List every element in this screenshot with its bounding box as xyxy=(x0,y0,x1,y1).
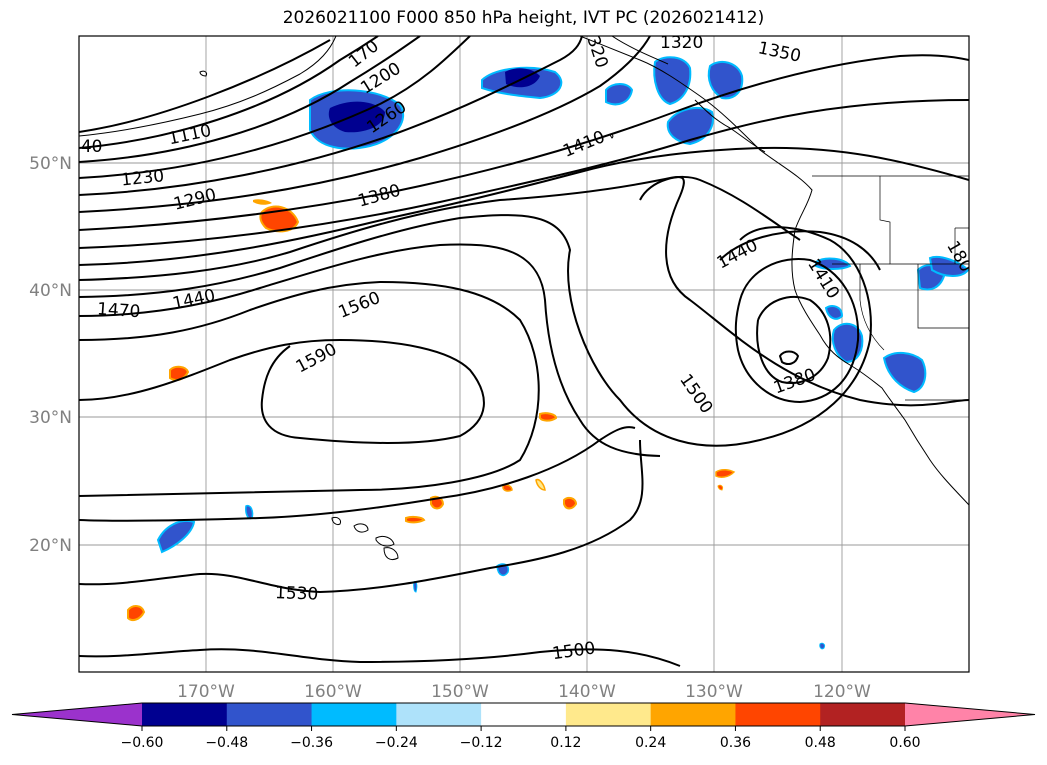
colorbar-segment xyxy=(565,703,652,726)
map-title: 2026021100 F000 850 hPa height, IVT PC (… xyxy=(282,8,765,28)
height-contours xyxy=(79,36,969,667)
longitude-labels: 170°W 160°W 150°W 140°W 130°W 120°W xyxy=(177,682,871,702)
contour-label: 1470 xyxy=(96,299,141,322)
colorbar-tick-label: −0.48 xyxy=(205,735,248,751)
colorbar-segment xyxy=(226,703,313,726)
colorbar-segment xyxy=(650,703,736,726)
colorbar-tick-label: 0.48 xyxy=(805,735,836,751)
lat-label: 20°N xyxy=(29,536,72,556)
map-frame xyxy=(78,35,970,673)
lon-label: 120°W xyxy=(813,682,871,702)
lat-label: 50°N xyxy=(29,154,72,174)
colorbar-tick-label: 0.24 xyxy=(635,735,666,751)
lon-label: 130°W xyxy=(685,682,743,702)
colorbar-segment xyxy=(311,703,397,726)
colorbar-tick-label: 0.60 xyxy=(889,735,920,751)
colorbar-tick-label: 0.12 xyxy=(550,735,581,751)
colorbar-tick-label: 0.36 xyxy=(720,735,751,751)
contour-label: 1320 xyxy=(660,33,703,53)
colorbar-extend-low xyxy=(12,703,142,726)
lon-label: 160°W xyxy=(304,682,362,702)
lon-label: 170°W xyxy=(177,682,235,702)
colorbar-tick-label: −0.36 xyxy=(290,735,333,751)
colorbar-segment xyxy=(142,703,228,726)
contour-label: 140 xyxy=(70,137,102,157)
colorbar-segment xyxy=(396,703,482,726)
colorbar-extend-high xyxy=(905,703,1035,726)
ivt-positive-areas xyxy=(127,199,736,621)
lon-label: 140°W xyxy=(558,682,616,702)
political-borders xyxy=(812,175,969,401)
colorbar-tick-label: −0.24 xyxy=(375,735,418,751)
map-plot-area xyxy=(79,36,969,672)
lat-label: 40°N xyxy=(29,281,72,301)
coastlines xyxy=(79,36,969,561)
latitude-labels: 50°N 40°N 30°N 20°N xyxy=(29,154,72,556)
contour-label: 1230 xyxy=(120,166,165,190)
colorbar-segment xyxy=(820,703,906,726)
colorbar-segment xyxy=(481,703,567,726)
contour-label: 1530 xyxy=(275,583,319,604)
lon-label: 150°W xyxy=(431,682,489,702)
colorbar: −0.60 −0.48 −0.36 −0.24 −0.12 0.12 0.24 0.36 0.4… xyxy=(11,702,1036,751)
lat-label: 30°N xyxy=(29,408,72,428)
colorbar-tick-label: −0.12 xyxy=(460,735,503,751)
colorbar-segment xyxy=(735,703,821,726)
colorbar-tick-label: −0.60 xyxy=(121,735,164,751)
graticule xyxy=(79,36,969,672)
